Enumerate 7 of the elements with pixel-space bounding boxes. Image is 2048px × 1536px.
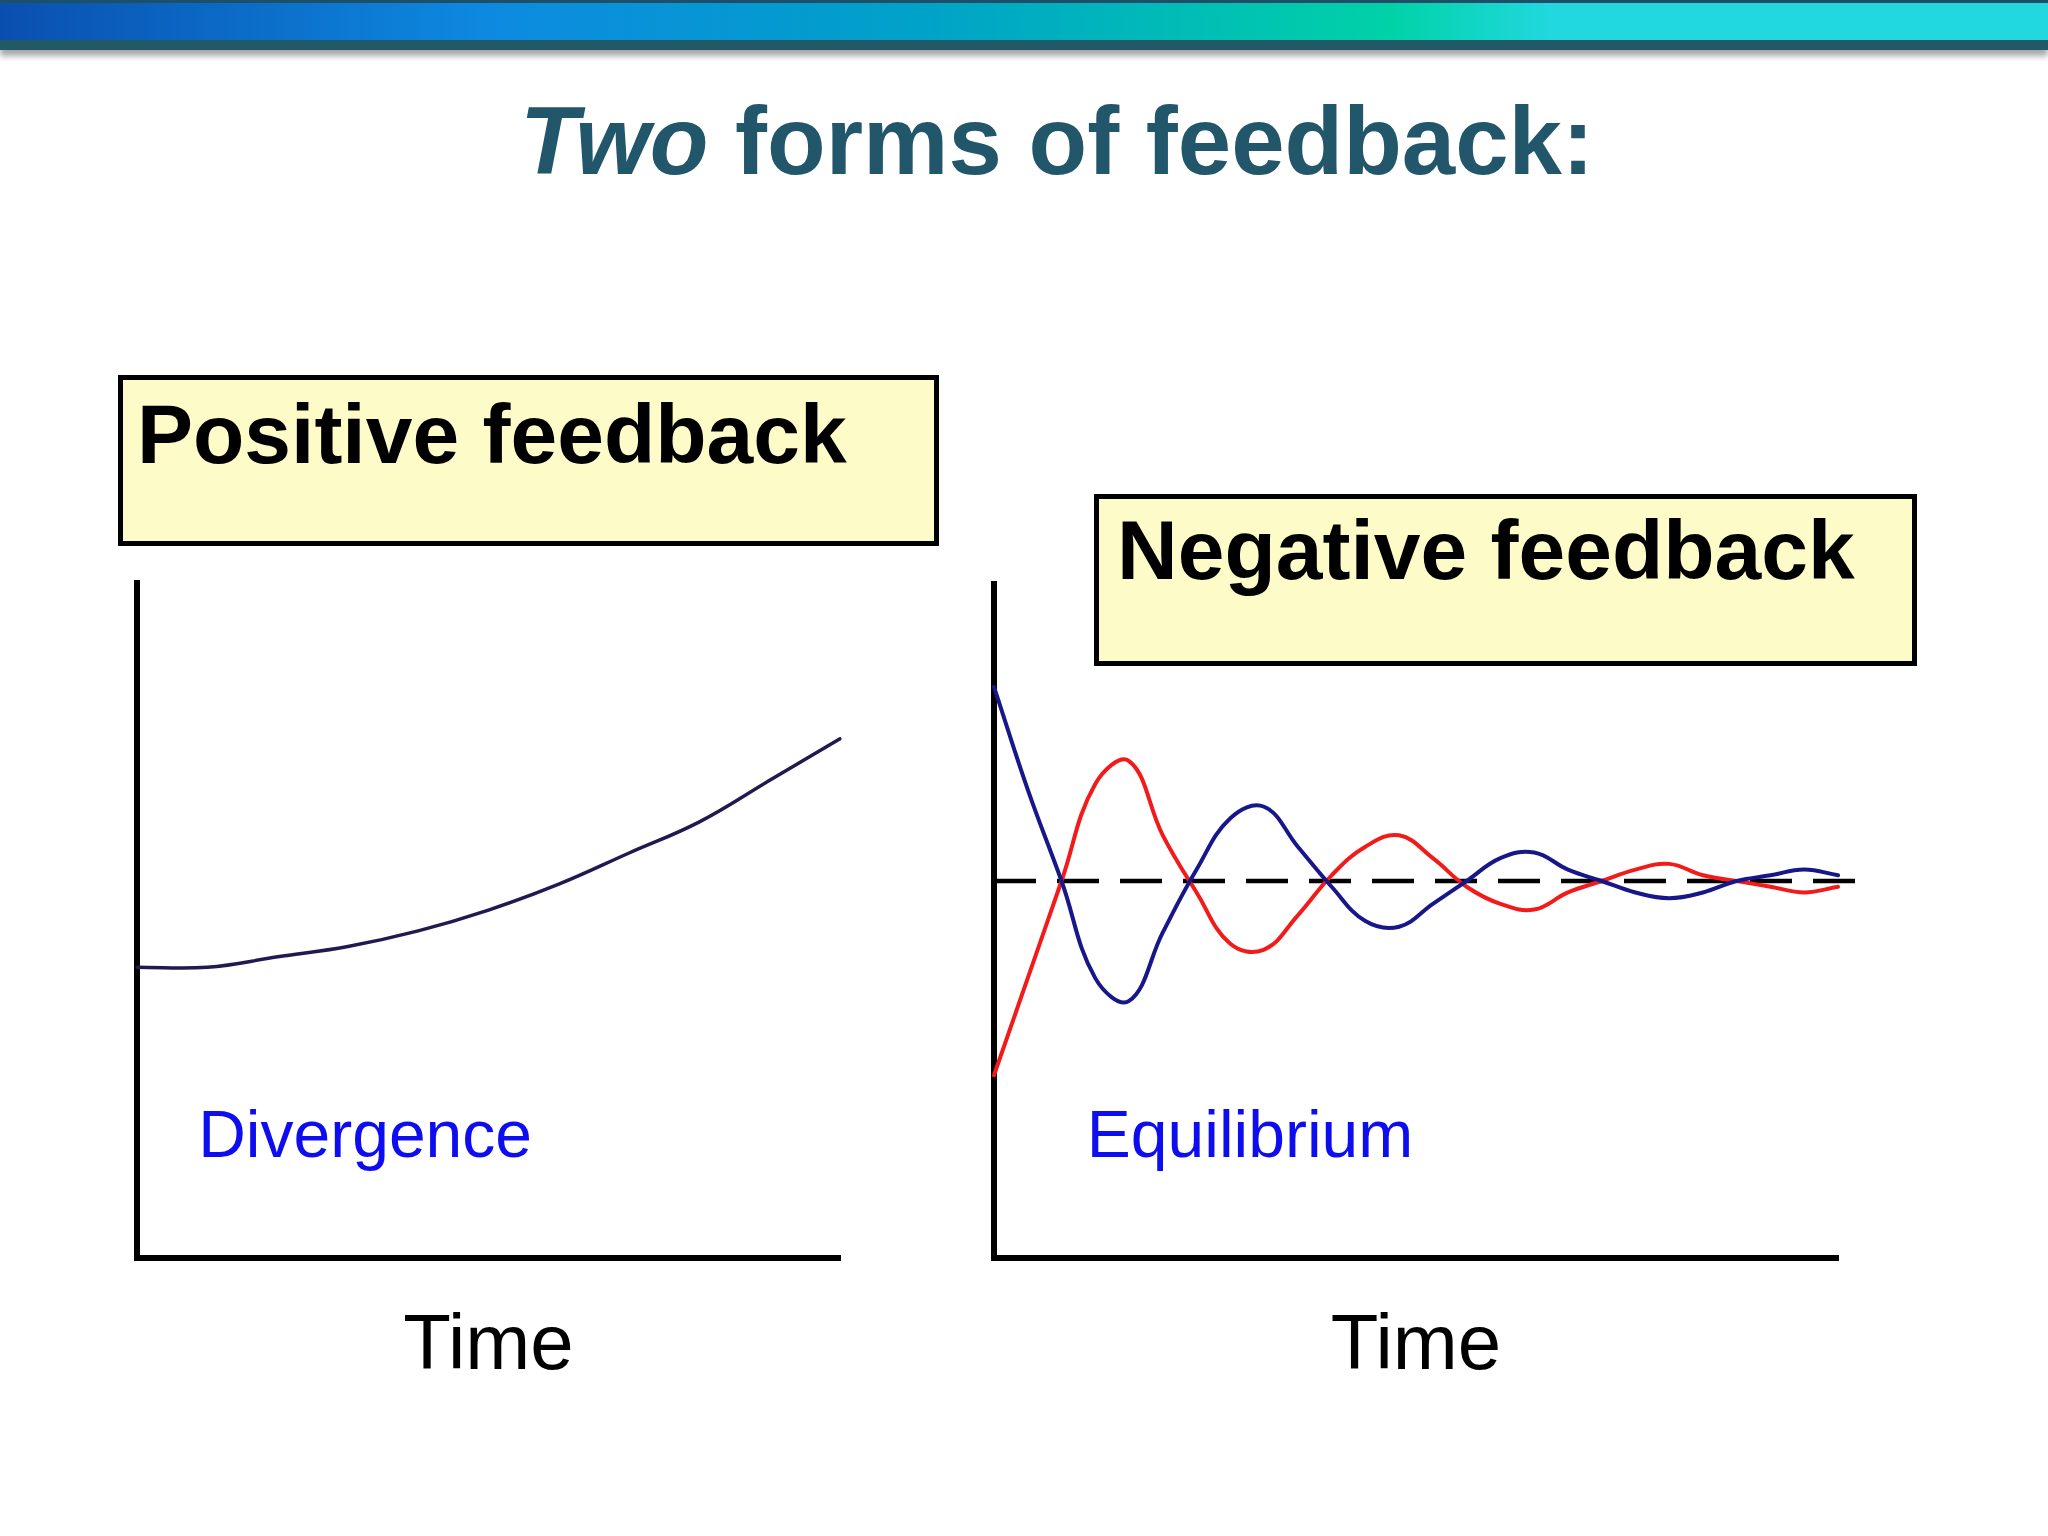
chart-title: Negative feedback [1117, 503, 1855, 597]
text: Two forms of feedback: [520, 87, 1594, 194]
x-axis-title: Time [403, 1297, 574, 1386]
annotation: Divergence [198, 1096, 532, 1171]
chart-title: Positive feedback [137, 387, 847, 481]
annotation: Equilibrium [1086, 1096, 1414, 1171]
x-axis-title: Time [1330, 1297, 1502, 1386]
